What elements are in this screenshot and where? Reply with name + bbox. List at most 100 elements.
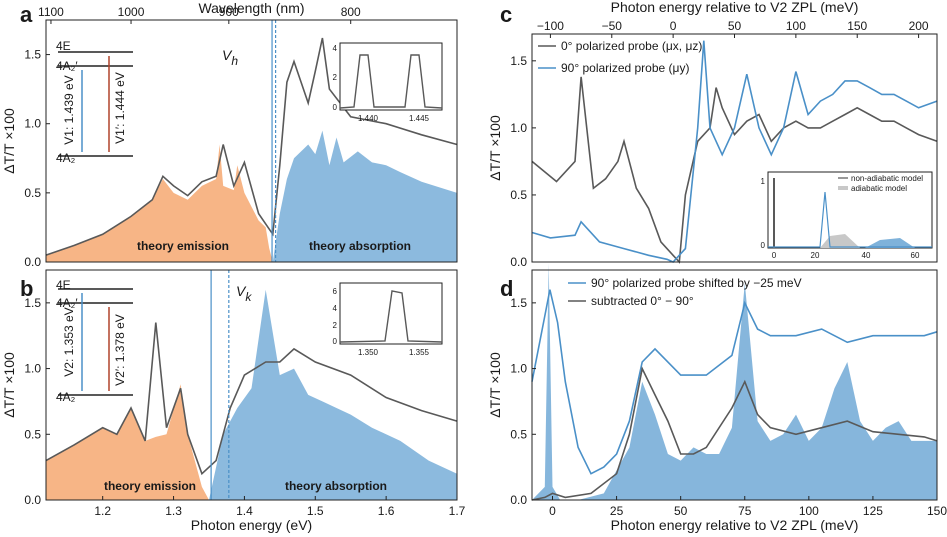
series-subtracted (531, 366, 938, 501)
inset-b-ytick: 4 (333, 304, 338, 313)
experiment-line (45, 37, 458, 256)
label-theory-emission: theory emission (104, 479, 196, 493)
x-tick-label: 25 (610, 504, 624, 518)
x-top-tick-label: 1100 (38, 5, 64, 19)
x-tick-label: 150 (927, 504, 947, 518)
inset-b-xtick: 1.350 (358, 348, 379, 357)
x-top-tick-label: −50 (602, 19, 623, 33)
inset-legend-1: non-adiabatic model (851, 174, 923, 183)
inset-b-ytick: 6 (333, 287, 338, 296)
x-tick-label: 0 (549, 504, 556, 518)
y-axis-label: ΔT/T ×100 (1, 352, 17, 418)
legend-label-0deg: 0° polarized probe (μx, μz) (561, 39, 702, 53)
y-tick-label: 1.0 (24, 362, 41, 376)
label-theory-absorption: theory absorption (309, 239, 411, 253)
y-tick-label: 0.0 (510, 255, 527, 269)
panel-b-x-label: Photon energy (eV) (191, 517, 312, 533)
inset-c-xtick: 40 (862, 251, 871, 260)
inset-c-xtick: 60 (911, 251, 920, 260)
inset-c-ytick: 1 (761, 177, 766, 186)
emission-area (46, 144, 273, 262)
level-mid-label: 4A₂′ (56, 59, 78, 73)
y-tick-label: 0.5 (24, 427, 41, 441)
inset-c-blue-area (865, 238, 915, 248)
x-tick-label: 1.7 (449, 504, 466, 518)
defect-label-sub: k (245, 290, 252, 304)
y-tick-label: 0.0 (24, 255, 41, 269)
legend-label-90deg: 90° polarized probe (μy) (561, 61, 689, 75)
y-tick-label: 1.0 (24, 117, 41, 131)
y-tick-label: 0.0 (510, 493, 527, 507)
x-tick-label: 50 (674, 504, 688, 518)
panel-b-frame (45, 269, 458, 501)
inset-a-ytick: 0 (333, 103, 338, 112)
x-top-tick-label: −100 (537, 19, 564, 33)
y-tick-label: 1.5 (510, 54, 527, 68)
inset-a-line (339, 54, 443, 109)
inset-b-ytick: 0 (333, 337, 338, 346)
x-top-tick-label: 100 (786, 19, 806, 33)
panel-c-top-axis-label: Photon energy relative to V2 ZPL (meV) (611, 0, 859, 15)
arrow-blue-label: V2: 1.353 eV (62, 307, 76, 376)
y-tick-label: 0.5 (24, 186, 41, 200)
panel-d-frame (531, 269, 938, 501)
arrow-red-label: V1′: 1.444 eV (113, 72, 127, 144)
x-tick-label: 100 (799, 504, 819, 518)
inset-b-line (339, 290, 443, 343)
inset-c-xtick: 20 (811, 251, 820, 260)
series-shifted (531, 289, 938, 475)
panel-a-top-axis-label: Wavelength (nm) (198, 0, 304, 16)
y-tick-label: 1.5 (24, 296, 41, 310)
inset-c-nonadiabatic (768, 191, 932, 248)
y-tick-label: 1.0 (510, 362, 527, 376)
defect-label-sub: h (231, 54, 238, 68)
x-tick-label: 1.4 (236, 504, 253, 518)
inset-a-xtick: 1.440 (358, 114, 379, 123)
y-tick-label: 0.0 (24, 493, 41, 507)
panel-a-letter: a (20, 2, 33, 27)
panel-c-letter: c (500, 2, 512, 27)
x-tick-label: 1.2 (94, 504, 111, 518)
level-bot-label: 4A₂ (56, 390, 76, 404)
y-tick-label: 1.5 (24, 48, 41, 62)
x-top-tick-label: 900 (219, 5, 239, 19)
inset-a-ytick: 4 (333, 44, 338, 53)
panel-d-x-label: Photon energy relative to V2 ZPL (meV) (611, 517, 859, 533)
inset-a-xtick: 1.445 (409, 114, 430, 123)
arrow-blue-label: V1: 1.439 eV (62, 75, 76, 144)
defect-label: Vh (222, 47, 238, 68)
x-top-tick-label: 1000 (118, 5, 145, 19)
inset-a-ytick: 2 (333, 73, 338, 82)
inset-b (339, 282, 443, 345)
x-tick-label: 125 (863, 504, 883, 518)
experiment-line (45, 322, 458, 476)
theory-area (532, 263, 937, 500)
inset-c (767, 171, 933, 249)
y-tick-label: 1.5 (510, 296, 527, 310)
panel-a-frame (45, 19, 458, 263)
y-axis-label: ΔT/T ×100 (1, 108, 17, 174)
x-top-tick-label: 0 (670, 19, 677, 33)
x-tick-label: 1.6 (378, 504, 395, 518)
y-tick-label: 0.5 (510, 188, 527, 202)
label-theory-absorption: theory absorption (285, 479, 387, 493)
x-top-tick-label: 50 (728, 19, 742, 33)
level-bot-label: 4A₂ (56, 151, 76, 165)
level-top-label: 4E (56, 278, 71, 292)
y-tick-label: 0.5 (510, 427, 527, 441)
x-top-tick-label: 800 (341, 5, 361, 19)
panel-d-letter: d (500, 276, 513, 301)
level-top-label: 4E (56, 39, 71, 53)
y-axis-label: ΔT/T ×100 (487, 352, 503, 418)
panel-b-letter: b (20, 276, 33, 301)
arrow-red-label: V2′: 1.378 eV (113, 314, 127, 386)
inset-c-ytick: 0 (761, 241, 766, 250)
legend-label-subtracted: subtracted 0° − 90° (591, 294, 694, 308)
emission-area (46, 384, 209, 500)
inset-b-xtick: 1.355 (409, 348, 430, 357)
inset-legend-swatch-2 (838, 186, 848, 190)
inset-b-ytick: 2 (333, 321, 338, 330)
x-tick-label: 1.5 (307, 504, 324, 518)
y-axis-label: ΔT/T ×100 (487, 115, 503, 181)
